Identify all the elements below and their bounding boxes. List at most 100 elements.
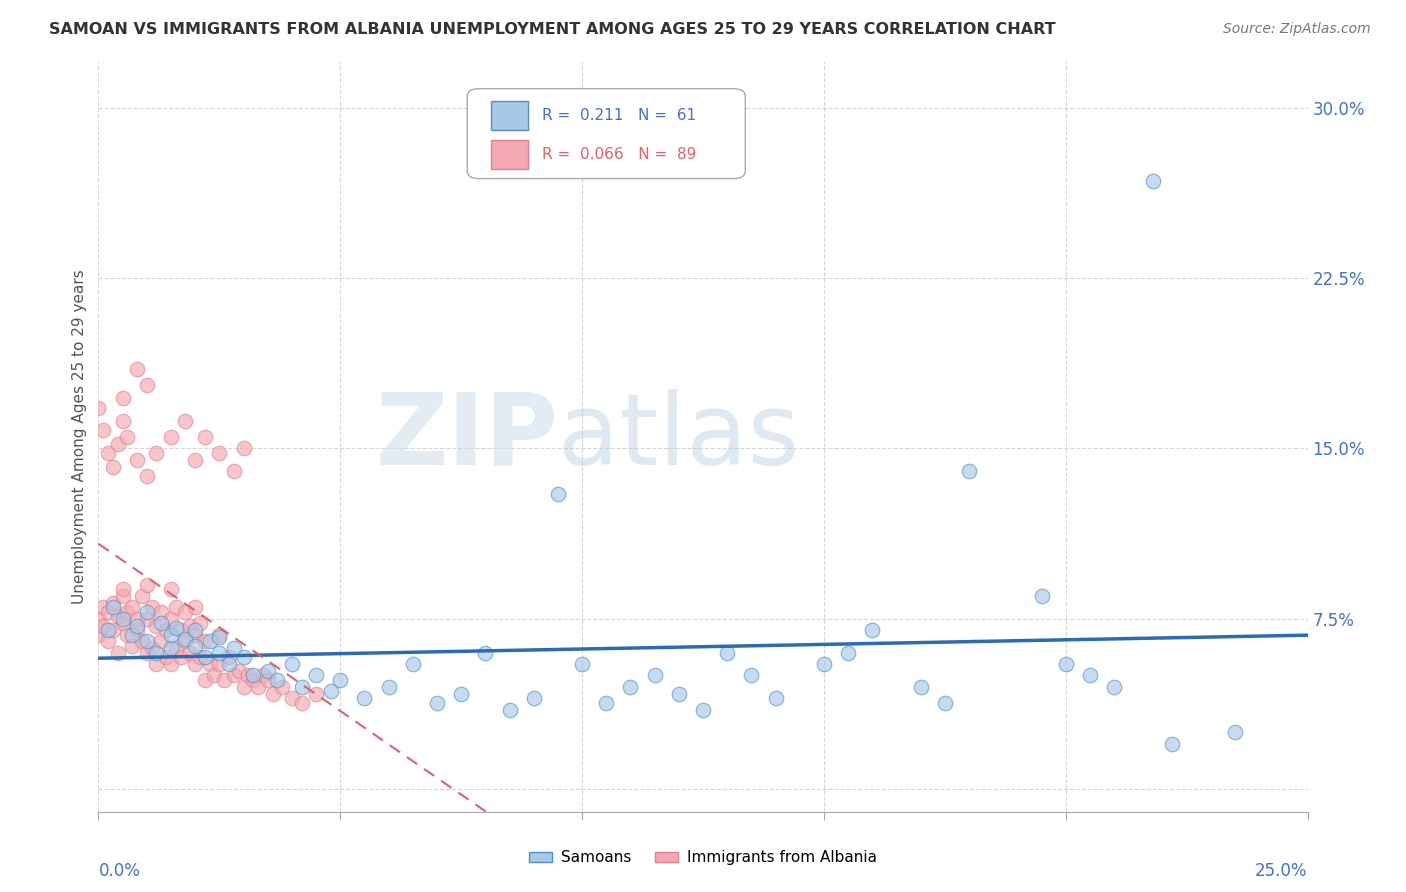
Point: [127, 623, 149, 637]
Point: [91, 600, 114, 615]
Point: [228, 664, 250, 678]
Point: [135, 377, 157, 392]
Point: [716, 646, 738, 660]
Point: [188, 650, 211, 665]
Point: [353, 691, 375, 706]
Legend: Samoans, Immigrants from Albania: Samoans, Immigrants from Albania: [523, 845, 883, 871]
Point: [1031, 589, 1053, 603]
Point: [111, 616, 134, 631]
Point: [145, 618, 167, 632]
Point: [184, 600, 207, 615]
Point: [131, 634, 153, 648]
Point: [194, 650, 217, 665]
Point: [222, 668, 245, 682]
Point: [135, 646, 157, 660]
Point: [238, 668, 260, 682]
Text: Source: ZipAtlas.com: Source: ZipAtlas.com: [1223, 22, 1371, 37]
Point: [160, 627, 183, 641]
Point: [232, 442, 254, 456]
Point: [474, 646, 496, 660]
Point: [155, 623, 177, 637]
Point: [222, 641, 245, 656]
Point: [256, 664, 278, 678]
Point: [117, 605, 139, 619]
Point: [121, 600, 143, 615]
Point: [813, 657, 835, 672]
Point: [121, 639, 143, 653]
Text: R =  0.211   N =  61: R = 0.211 N = 61: [543, 108, 696, 123]
Point: [198, 634, 221, 648]
Point: [271, 680, 294, 694]
Point: [1102, 680, 1125, 694]
Point: [107, 609, 129, 624]
Point: [179, 646, 201, 660]
Point: [765, 691, 787, 706]
Point: [290, 680, 312, 694]
Text: atlas: atlas: [558, 389, 800, 485]
Point: [1223, 725, 1246, 739]
Point: [281, 691, 304, 706]
Point: [111, 414, 134, 428]
Point: [523, 691, 546, 706]
Point: [184, 657, 207, 672]
Point: [91, 423, 114, 437]
Point: [97, 634, 120, 648]
Point: [169, 650, 191, 665]
Point: [135, 468, 157, 483]
Point: [174, 605, 197, 619]
Point: [242, 673, 264, 687]
Point: [910, 680, 932, 694]
Text: R =  0.066   N =  89: R = 0.066 N = 89: [543, 147, 696, 162]
Point: [184, 627, 207, 641]
Point: [111, 582, 134, 597]
Bar: [492, 140, 527, 169]
Point: [141, 641, 163, 656]
Point: [160, 641, 183, 656]
Point: [135, 605, 157, 619]
Point: [145, 657, 167, 672]
Point: [194, 430, 217, 444]
Point: [155, 650, 177, 665]
Point: [127, 362, 149, 376]
Point: [135, 577, 157, 591]
Point: [426, 696, 449, 710]
Text: SAMOAN VS IMMIGRANTS FROM ALBANIA UNEMPLOYMENT AMONG AGES 25 TO 29 YEARS CORRELA: SAMOAN VS IMMIGRANTS FROM ALBANIA UNEMPL…: [49, 22, 1056, 37]
Point: [160, 430, 183, 444]
FancyBboxPatch shape: [467, 88, 745, 178]
Text: 25.0%: 25.0%: [1256, 862, 1308, 880]
Point: [222, 464, 245, 478]
Point: [101, 623, 124, 637]
Point: [165, 641, 187, 656]
Point: [127, 612, 149, 626]
Point: [141, 600, 163, 615]
Point: [242, 668, 264, 682]
Point: [101, 596, 124, 610]
Point: [262, 687, 284, 701]
Point: [111, 589, 134, 603]
Bar: [492, 102, 527, 130]
Point: [740, 668, 762, 682]
Point: [111, 392, 134, 406]
Point: [127, 618, 149, 632]
Point: [131, 589, 153, 603]
Point: [208, 657, 231, 672]
Point: [619, 680, 641, 694]
Point: [188, 616, 211, 631]
Point: [160, 657, 183, 672]
Point: [1078, 668, 1101, 682]
Point: [91, 618, 114, 632]
Point: [107, 437, 129, 451]
Point: [179, 618, 201, 632]
Text: ZIP: ZIP: [375, 389, 558, 485]
Point: [165, 621, 187, 635]
Point: [208, 446, 231, 460]
Point: [150, 605, 173, 619]
Point: [111, 612, 134, 626]
Point: [194, 634, 217, 648]
Point: [934, 696, 956, 710]
Point: [184, 452, 207, 467]
Point: [450, 687, 472, 701]
Point: [281, 657, 304, 672]
Point: [571, 657, 593, 672]
Point: [97, 446, 120, 460]
